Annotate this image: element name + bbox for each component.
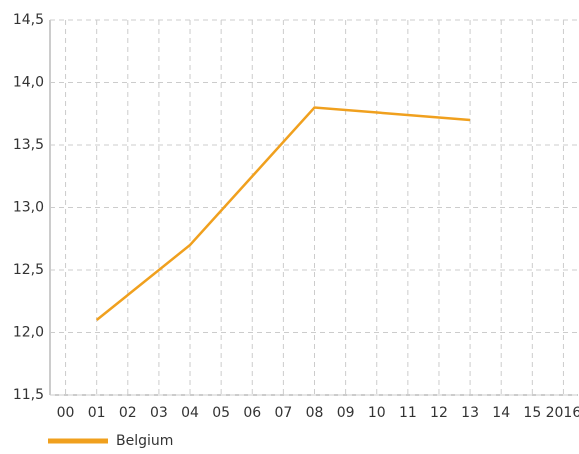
- y-tick-label: 12,0: [13, 325, 44, 341]
- data-line: [95, 106, 471, 321]
- x-tick-label: 13: [461, 405, 479, 421]
- x-tick-label: 09: [337, 405, 355, 421]
- x-tick-label: 02: [119, 405, 137, 421]
- y-tick-label: 11,5: [13, 387, 44, 403]
- x-tick-label: 2016: [546, 405, 579, 421]
- x-tick-label: 04: [181, 405, 199, 421]
- x-tick-label: 06: [243, 405, 261, 421]
- x-tick-label: 14: [492, 405, 510, 421]
- x-tick-label: 01: [88, 405, 106, 421]
- x-tick-label: 00: [57, 405, 75, 421]
- y-tick-label: 14,5: [13, 12, 44, 28]
- y-tick-label: 13,5: [13, 137, 44, 153]
- y-tick-label: 13,0: [13, 200, 44, 216]
- y-tick-label: 14,0: [13, 75, 44, 91]
- x-tick-label: 12: [430, 405, 448, 421]
- x-tick-label: 10: [368, 405, 386, 421]
- x-tick-label: 08: [306, 405, 324, 421]
- x-tick-label: 07: [274, 405, 292, 421]
- x-tick-label: 03: [150, 405, 168, 421]
- y-tick-label: 12,5: [13, 262, 44, 278]
- x-tick-label: 11: [399, 405, 417, 421]
- x-tick-label: 05: [212, 405, 230, 421]
- legend-label: Belgium: [116, 433, 173, 449]
- x-tick-label: 15: [523, 405, 541, 421]
